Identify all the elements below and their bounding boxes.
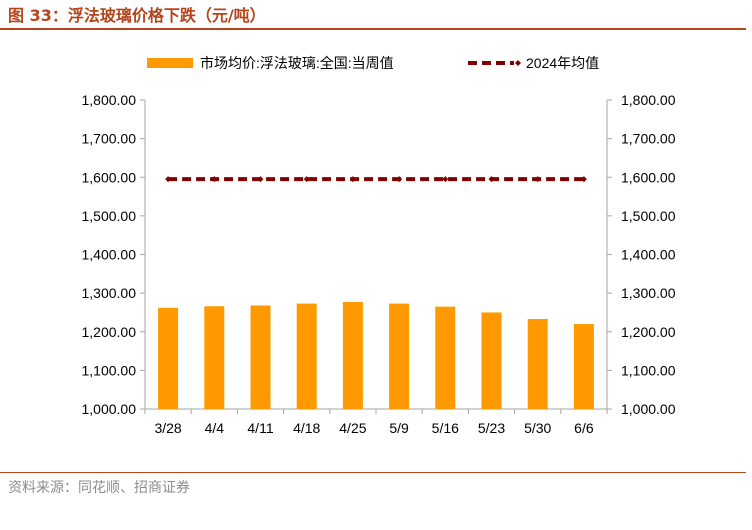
average-line-marker [534, 176, 541, 183]
x-tick-label: 5/30 [524, 420, 551, 436]
x-tick-label: 4/25 [339, 420, 366, 436]
average-line-marker [396, 176, 403, 183]
average-line-series [165, 176, 587, 183]
x-axis-labels: 3/28 4/4 4/11 4/18 4/25 5/9 5/16 5/23 5/30 6/6 [154, 420, 593, 436]
bar-line-chart: 市场均价:浮法玻璃:全国:当周值 2024年均值 3/28 4/4 4/11 4/18… [82, 55, 676, 436]
x-tick-label: 4/11 [247, 420, 273, 436]
y2-tick-label: 1,800.00 [621, 92, 676, 108]
bar [296, 303, 317, 409]
average-line-marker [488, 176, 495, 183]
footer-divider [0, 472, 746, 473]
y-tick-label: 1,300.00 [82, 285, 137, 301]
average-line-marker [257, 176, 264, 183]
bar [527, 319, 548, 409]
legend-bar-label: 市场均价:浮法玻璃:全国:当周值 [200, 55, 394, 71]
bar [389, 303, 410, 409]
bar [158, 307, 179, 409]
bar [481, 312, 502, 409]
y2-tick-label: 1,400.00 [621, 247, 676, 263]
average-line-marker [303, 176, 310, 183]
average-line-marker [349, 176, 356, 183]
legend-line-label: 2024年均值 [526, 55, 599, 71]
legend-line-marker [515, 60, 521, 66]
y2-tick-label: 1,100.00 [621, 362, 676, 378]
average-line-marker [580, 176, 587, 183]
chart-legend: 市场均价:浮法玻璃:全国:当周值 2024年均值 [147, 55, 599, 71]
average-line-marker [211, 176, 218, 183]
x-tick-label: 4/18 [293, 420, 320, 436]
y-axis-labels: 1,000.00 1,100.00 1,200.00 1,300.00 1,400.00… [82, 92, 137, 417]
y-tick-label: 1,100.00 [82, 362, 137, 378]
bar [342, 302, 363, 409]
y2-tick-label: 1,200.00 [621, 324, 676, 340]
legend-bar-swatch [147, 58, 193, 68]
y-tick-label: 1,400.00 [82, 247, 137, 263]
average-line-marker [165, 176, 172, 183]
y2-tick-label: 1,300.00 [621, 285, 676, 301]
y2-axis-labels: 1,000.00 1,100.00 1,200.00 1,300.00 1,400.00… [621, 92, 676, 417]
x-tick-label: 5/23 [478, 420, 505, 436]
y2-tick-label: 1,600.00 [621, 169, 676, 185]
x-tick-label: 6/6 [574, 420, 594, 436]
x-tick-label: 4/4 [205, 420, 225, 436]
figure-title: 图 33：浮法玻璃价格下跌（元/吨） [8, 6, 266, 25]
average-line-marker [442, 176, 449, 183]
y-tick-label: 1,700.00 [82, 131, 137, 147]
y2-tick-label: 1,700.00 [621, 131, 676, 147]
y-tick-label: 1,600.00 [82, 169, 137, 185]
x-tick-label: 5/16 [432, 420, 459, 436]
x-tick-label: 5/9 [389, 420, 409, 436]
title-divider [0, 28, 746, 30]
y-tick-label: 1,500.00 [82, 208, 137, 224]
bar [435, 306, 456, 409]
y-tick-label: 1,800.00 [82, 92, 137, 108]
bar [250, 305, 271, 409]
bar [573, 324, 594, 409]
y2-tick-label: 1,500.00 [621, 208, 676, 224]
source-note: 资料来源：同花顺、招商证券 [8, 480, 190, 496]
bar [204, 306, 225, 409]
y2-tick-label: 1,000.00 [621, 401, 676, 417]
y-tick-label: 1,200.00 [82, 324, 137, 340]
bar-series [158, 302, 594, 409]
y-tick-label: 1,000.00 [82, 401, 137, 417]
x-tick-label: 3/28 [154, 420, 181, 436]
